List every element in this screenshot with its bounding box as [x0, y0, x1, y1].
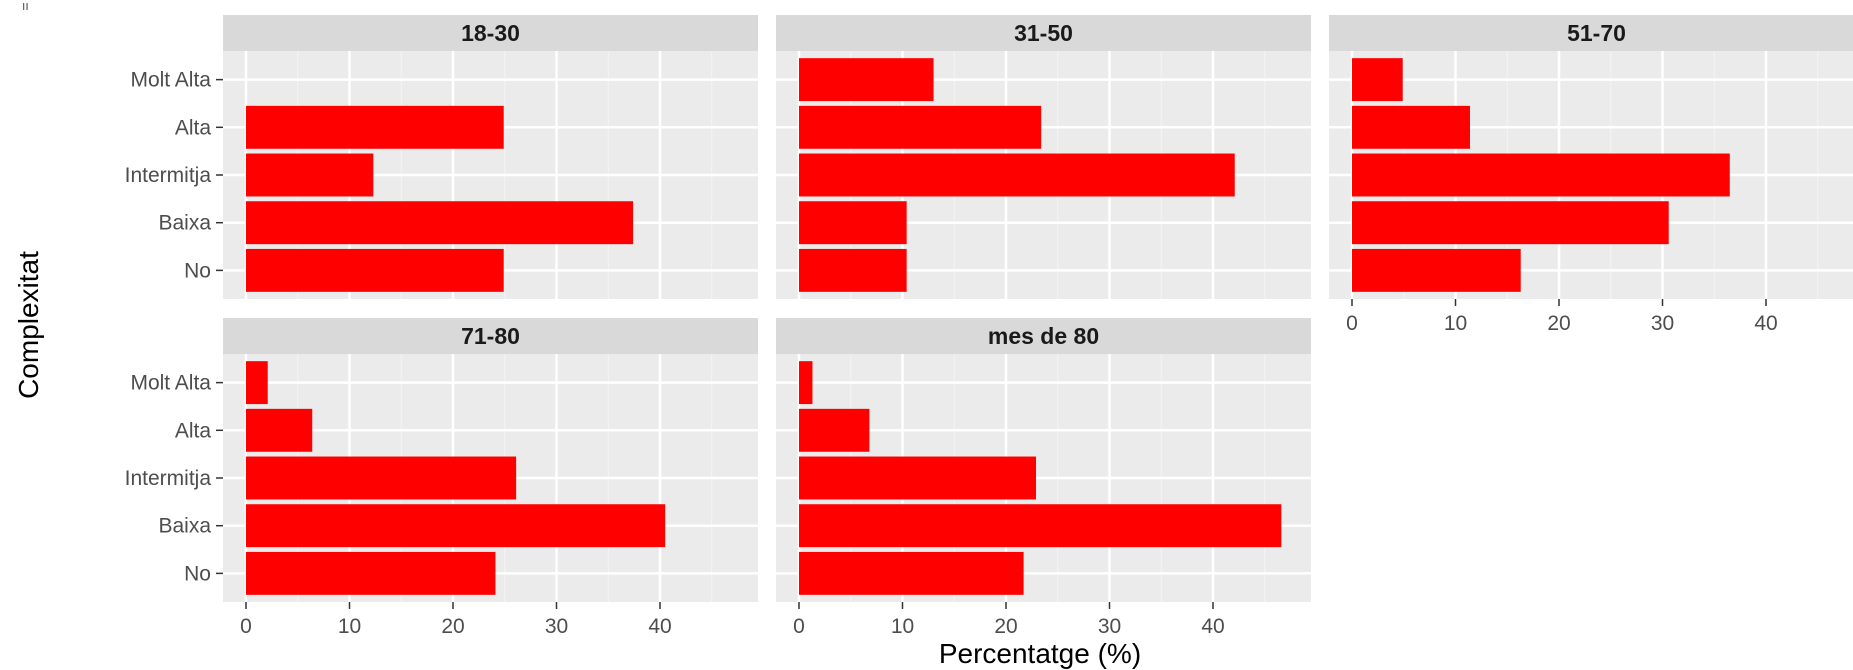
facet-71-80: 71-80 Molt Alta Alta Intermitja Baixa No 0 10 20…	[125, 318, 758, 638]
y-tick-label: No	[184, 259, 211, 282]
x-tick-label: 0	[1346, 312, 1358, 335]
x-tick-label: 20	[1547, 312, 1570, 335]
x-tick-label: 40	[648, 615, 671, 638]
y-tick-label: Baixa	[158, 515, 211, 538]
y-tick-label: Intermitja	[125, 164, 212, 187]
bar	[1352, 105, 1470, 149]
x-tick-label: 10	[1444, 312, 1467, 335]
y-tick-label: Alta	[175, 116, 212, 139]
x-tick-label: 0	[240, 615, 252, 638]
facet-strip-label: 31-50	[1014, 20, 1073, 46]
x-tick-label: 30	[1651, 312, 1674, 335]
x-tick-label: 10	[338, 615, 361, 638]
corner-mark: ıı	[22, 0, 29, 13]
x-tick-label: 40	[1201, 615, 1224, 638]
y-tick-label: Intermitja	[125, 467, 212, 490]
x-tick-label: 20	[441, 615, 464, 638]
x-tick-label: 30	[545, 615, 568, 638]
x-tick-label: 30	[1098, 615, 1121, 638]
y-tick-label: Molt Alta	[130, 372, 211, 395]
y-tick-label: No	[184, 562, 211, 585]
facet-strip	[776, 15, 1311, 51]
bar	[799, 105, 1042, 149]
bar	[246, 408, 313, 452]
bar	[799, 201, 907, 245]
x-tick-label: 10	[891, 615, 914, 638]
facet-strip	[223, 318, 758, 354]
bar	[246, 105, 504, 149]
facet-31-50: 31-50	[776, 15, 1311, 299]
bar	[799, 551, 1024, 595]
bar	[1352, 248, 1521, 292]
y-tick-label: Molt Alta	[130, 69, 211, 92]
facet-mes-de-80: mes de 80 0 10 20 30 40	[776, 318, 1311, 638]
x-tick-label: 20	[994, 615, 1017, 638]
bar	[1352, 201, 1669, 245]
facet-strip	[1329, 15, 1853, 51]
facet-strip-label: mes de 80	[988, 323, 1099, 349]
x-axis-title: Percentatge (%)	[939, 638, 1141, 669]
bar	[799, 361, 813, 405]
bar	[246, 153, 374, 197]
bar	[799, 248, 907, 292]
facet-strip-label: 71-80	[461, 323, 520, 349]
facet-51-70: 51-70 0 10 20 30 40	[1329, 15, 1853, 335]
facet-strip	[776, 318, 1311, 354]
y-axis-title: Complexitat	[13, 251, 44, 399]
bar	[246, 551, 496, 595]
x-tick-label: 40	[1754, 312, 1777, 335]
bar	[1352, 153, 1730, 197]
bar	[799, 456, 1037, 500]
facet-strip-label: 18-30	[461, 20, 520, 46]
y-tick-label: Baixa	[158, 212, 211, 235]
bar	[246, 504, 666, 548]
bar	[246, 201, 634, 245]
x-tick-label: 0	[793, 615, 805, 638]
bar	[1352, 58, 1403, 102]
bar	[799, 504, 1282, 548]
facet-strip	[223, 15, 758, 51]
bar	[246, 248, 504, 292]
bar	[246, 361, 268, 405]
bar	[799, 58, 934, 102]
facet-strip-label: 51-70	[1567, 20, 1626, 46]
bar	[246, 456, 517, 500]
y-tick-label: Alta	[175, 419, 212, 442]
facet-18-30: 18-30 Molt Alta Alta Intermitja Baixa No	[125, 15, 758, 299]
facet-panels: 18-30 Molt Alta Alta Intermitja Baixa No 31-50…	[125, 15, 1853, 638]
bar	[799, 153, 1235, 197]
bar	[799, 408, 870, 452]
